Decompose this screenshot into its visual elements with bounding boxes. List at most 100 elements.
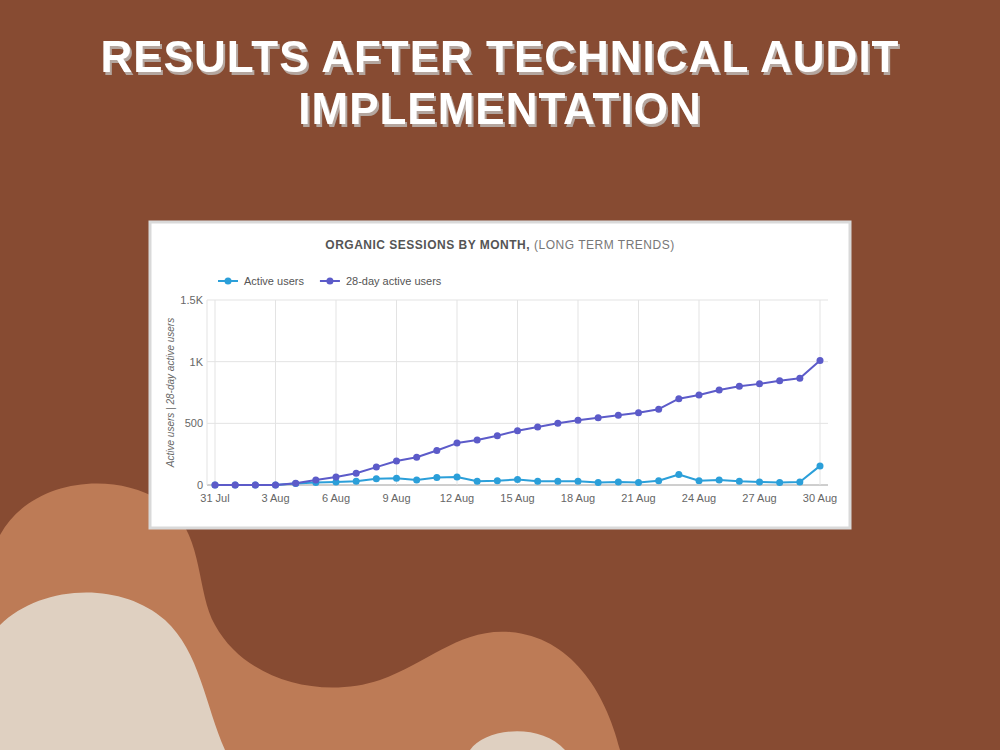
series-point <box>474 436 481 443</box>
series-point <box>393 475 400 482</box>
series-point <box>776 377 783 384</box>
series-point <box>655 477 662 484</box>
series-point <box>635 479 642 486</box>
x-grid-line <box>517 300 518 485</box>
series-point <box>252 482 259 489</box>
series-point <box>292 480 299 487</box>
series-point <box>675 395 682 402</box>
x-tick-label: 31 Jul <box>200 492 229 504</box>
series-point <box>615 412 622 419</box>
background <box>0 0 1000 750</box>
series-point <box>272 482 279 489</box>
series-point <box>413 454 420 461</box>
series-point <box>373 475 380 482</box>
series-point <box>595 414 602 421</box>
series-point <box>353 470 360 477</box>
series-point <box>756 380 763 387</box>
series-point <box>716 477 723 484</box>
x-grid-line <box>638 300 639 485</box>
x-tick-label: 3 Aug <box>261 492 289 504</box>
series-point <box>433 447 440 454</box>
legend-label: 28-day active users <box>346 275 442 287</box>
series-point <box>796 375 803 382</box>
series-point <box>655 406 662 413</box>
x-grid-line <box>396 300 397 485</box>
heading-line: IMPLEMENTATION <box>298 84 701 133</box>
legend-marker <box>326 278 333 285</box>
series-point <box>433 474 440 481</box>
chart-card <box>150 222 850 528</box>
series-point <box>252 482 259 489</box>
series-point <box>736 383 743 390</box>
series-line <box>215 360 820 485</box>
series-point <box>756 478 763 485</box>
series-point <box>272 482 279 489</box>
x-tick-label: 12 Aug <box>440 492 474 504</box>
x-grid-line <box>215 300 216 485</box>
series-point <box>232 482 239 489</box>
x-tick-label: 27 Aug <box>742 492 776 504</box>
series-point <box>796 478 803 485</box>
series-point <box>554 478 561 485</box>
series-point <box>232 482 239 489</box>
x-grid-line <box>759 300 760 485</box>
heading: RESULTS AFTER TECHNICAL AUDITIMPLEMENTAT… <box>101 32 900 133</box>
x-grid-line <box>578 300 579 485</box>
series-point <box>635 409 642 416</box>
series-point <box>292 480 299 487</box>
heading-line: RESULTS AFTER TECHNICAL AUDIT <box>101 32 900 81</box>
page: RESULTS AFTER TECHNICAL AUDITIMPLEMENTAT… <box>0 0 1000 750</box>
series-point <box>212 482 219 489</box>
series-point <box>675 471 682 478</box>
series-point <box>393 457 400 464</box>
y-axis-line <box>207 300 208 485</box>
series-point <box>514 427 521 434</box>
series-point <box>373 464 380 471</box>
x-tick-label: 6 Aug <box>322 492 350 504</box>
x-grid-line <box>820 300 821 485</box>
x-grid-line <box>336 300 337 485</box>
y-tick-label: 1.5K <box>180 294 203 306</box>
series-point <box>494 477 501 484</box>
x-grid-line <box>457 300 458 485</box>
y-axis-title: Active users | 28-day active users <box>165 318 176 468</box>
x-tick-label: 30 Aug <box>803 492 837 504</box>
heading-group: RESULTS AFTER TECHNICAL AUDITIMPLEMENTAT… <box>101 32 900 133</box>
x-tick-label: 18 Aug <box>561 492 595 504</box>
plot-data <box>212 357 824 489</box>
series-point <box>817 357 824 364</box>
series-point <box>353 478 360 485</box>
y-tick-label: 500 <box>185 417 203 429</box>
series-point <box>474 478 481 485</box>
series-point <box>454 440 461 447</box>
series-point <box>817 462 824 469</box>
x-tick-label: 24 Aug <box>682 492 716 504</box>
x-tick-label: 21 Aug <box>621 492 655 504</box>
series-point <box>716 387 723 394</box>
series-point <box>776 479 783 486</box>
series-point <box>575 417 582 424</box>
x-tick-label: 15 Aug <box>500 492 534 504</box>
legend-label: Active users <box>244 275 304 287</box>
chart-subtitle: (LONG TERM TRENDS) <box>534 238 675 252</box>
series-point <box>333 473 340 480</box>
series-point <box>575 478 582 485</box>
series-point <box>736 478 743 485</box>
series-point <box>454 473 461 480</box>
series-point <box>514 476 521 483</box>
decor-blob <box>0 592 225 750</box>
chart-title-line: ORGANIC SESSIONS BY MONTH, (LONG TERM TRE… <box>325 238 674 252</box>
series-point <box>696 391 703 398</box>
y-tick-label: 1K <box>190 356 204 368</box>
series-point <box>312 477 319 484</box>
series-point <box>212 482 219 489</box>
series-point <box>554 420 561 427</box>
series-point <box>615 478 622 485</box>
chart-title: ORGANIC SESSIONS BY MONTH, <box>325 238 530 252</box>
y-tick-label: 0 <box>197 479 203 491</box>
series-point <box>534 424 541 431</box>
series-point <box>413 477 420 484</box>
x-tick-label: 9 Aug <box>382 492 410 504</box>
decor-blob <box>470 731 565 750</box>
legend-marker <box>225 278 232 285</box>
